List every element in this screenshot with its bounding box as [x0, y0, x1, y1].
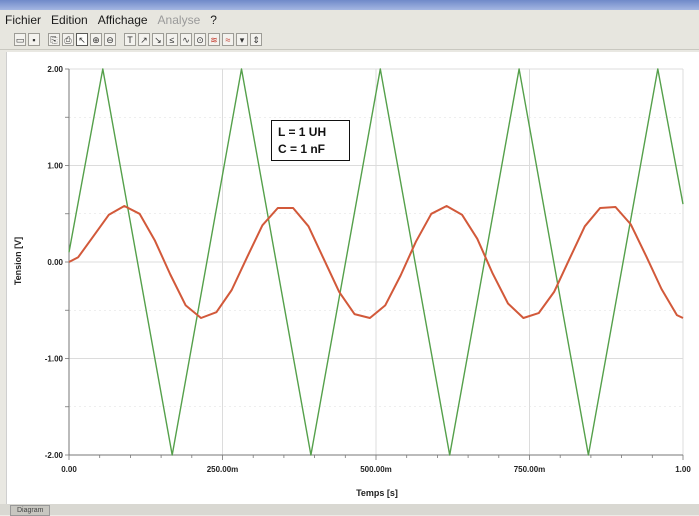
curve-red-icon[interactable]: ≋ — [208, 33, 220, 46]
x-tick-label: 1.00 — [675, 465, 691, 474]
zoom-out-icon[interactable]: ⊖ — [104, 33, 116, 46]
x-tick-label: 250.00m — [207, 465, 239, 474]
menu-fichier[interactable]: Fichier — [5, 13, 42, 27]
menu-edition[interactable]: Edition — [51, 13, 88, 27]
y-axis-label: Tension [V] — [13, 237, 23, 285]
x-axis-label: Temps [s] — [356, 488, 398, 498]
marker-icon[interactable]: ≤ — [166, 33, 178, 46]
pointer-icon[interactable]: ↖ — [76, 33, 88, 46]
y-tick-label: 0.00 — [47, 258, 63, 267]
y-tick-label: -1.00 — [45, 355, 64, 364]
menu-affichage[interactable]: Affichage — [97, 13, 148, 27]
copy-icon[interactable]: ⎘ — [48, 33, 60, 46]
cursor-a-icon[interactable]: ↗ — [138, 33, 150, 46]
annotation-box[interactable]: L = 1 UH C = 1 nF — [271, 120, 350, 161]
plot-area[interactable]: 0.00 250.00m 500.00m 750.00m 1.00 2.00 1.00 0.0… — [6, 52, 699, 504]
annotation-line-1: L = 1 UH — [278, 124, 327, 139]
toolbar: ▭ ▪ ⎘ ⎙ ↖ ⊕ ⊖ T ↗ ↘ ≤ ∿ ⊙ ≋ ≈ ▾ ⇕ — [0, 30, 699, 50]
wave-icon[interactable]: ∿ — [180, 33, 192, 46]
series-triangle-line — [68, 68, 684, 456]
y-tick-label: 2.00 — [47, 65, 63, 74]
save-icon[interactable]: ▪ — [28, 33, 40, 46]
curve-red2-icon[interactable]: ≈ — [222, 33, 234, 46]
series-sine-line — [68, 205, 684, 319]
cursor-b-icon[interactable]: ↘ — [152, 33, 164, 46]
diagram-tab[interactable]: Diagram — [10, 505, 51, 516]
annotation-line-2: C = 1 nF — [278, 141, 326, 156]
x-tick-label: 500.00m — [360, 465, 392, 474]
open-icon[interactable]: ▭ — [14, 33, 26, 46]
zoom-in-icon[interactable]: ⊕ — [90, 33, 102, 46]
menu-bar: Fichier Edition Affichage Analyse ? — [0, 10, 699, 30]
title-bar — [0, 0, 699, 10]
measure-icon[interactable]: ⊙ — [194, 33, 206, 46]
chart-svg: 0.00 250.00m 500.00m 750.00m 1.00 2.00 1.00 0.0… — [13, 65, 691, 498]
y-tick-label: 1.00 — [47, 162, 63, 171]
text-icon[interactable]: T — [124, 33, 136, 46]
options-icon[interactable]: ▾ — [236, 33, 248, 46]
menu-help[interactable]: ? — [210, 13, 217, 27]
x-tick-label: 750.00m — [514, 465, 546, 474]
y-tick-label: -2.00 — [45, 451, 64, 460]
status-bar — [0, 504, 699, 515]
x-tick-label: 0.00 — [61, 465, 77, 474]
print-icon[interactable]: ⎙ — [62, 33, 74, 46]
spin-icon[interactable]: ⇕ — [250, 33, 262, 46]
menu-analyse: Analyse — [157, 13, 201, 27]
